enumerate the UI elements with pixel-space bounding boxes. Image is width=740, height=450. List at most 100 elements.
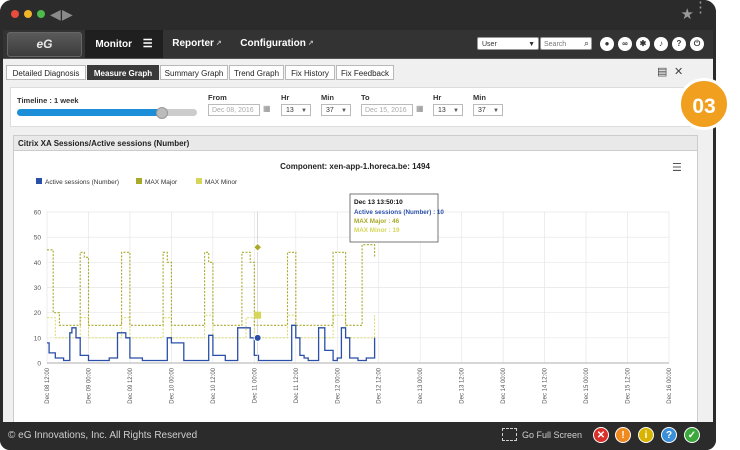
timeline-slider[interactable] <box>17 107 197 119</box>
settings-icon[interactable]: ✱ <box>636 37 650 51</box>
y-tick-label: 20 <box>34 310 42 317</box>
legend-label[interactable]: Active sessions (Number) <box>45 179 119 186</box>
to-min-value: 37 <box>478 107 486 114</box>
info-icon[interactable]: i <box>638 427 654 443</box>
chevron-down-icon: ▼ <box>341 108 347 114</box>
app-window: ◀ ▶ ★ ⋮ eG Monitor ☰ Reporter ↗ Configura… <box>0 0 716 450</box>
menu-icon: ☰ <box>142 38 153 50</box>
app-header: eG Monitor ☰ Reporter ↗ Configuration ↗ Us… <box>3 30 713 59</box>
from-min-value: 37 <box>326 107 334 114</box>
chart-svg[interactable]: Component: xen-app-1.horeca.be: 1494 ☰ Act… <box>14 152 697 422</box>
tooltip-line: MAX Major : 46 <box>354 218 400 225</box>
series-line <box>47 324 376 362</box>
tab-fix-history[interactable]: Fix History <box>285 65 335 80</box>
search-input[interactable]: Search ⌕ <box>540 37 592 50</box>
back-arrow-icon[interactable]: ◀ <box>50 6 61 22</box>
tab-reporter-label: Reporter <box>172 38 214 49</box>
user-select[interactable]: User ▼ <box>477 37 539 50</box>
calendar-icon[interactable]: ▦ <box>416 104 424 113</box>
from-hr-select[interactable]: 13 ▼ <box>281 104 311 116</box>
help-icon[interactable]: ? <box>672 37 686 51</box>
legend-label[interactable]: MAX Major <box>145 179 178 186</box>
from-date-input[interactable]: Dec 08, 2016 <box>208 104 260 116</box>
power-icon[interactable]: ⏻ <box>690 37 704 51</box>
calendar-icon[interactable]: ▦ <box>263 104 271 113</box>
x-tick-label: Dec 12 12:00 <box>377 367 383 403</box>
full-screen-icon[interactable] <box>502 428 517 441</box>
more-icon[interactable]: ⋮ <box>693 0 708 16</box>
timeline-label: Timeline : 1 week <box>17 96 79 105</box>
maximize-window-button[interactable] <box>37 10 45 18</box>
to-min-label: Min <box>473 93 486 102</box>
to-hr-select[interactable]: 13 ▼ <box>433 104 463 116</box>
tab-configuration-label: Configuration <box>240 38 306 49</box>
from-min-select[interactable]: 37 ▼ <box>321 104 351 116</box>
forward-arrow-icon[interactable]: ▶ <box>62 6 73 22</box>
y-tick-label: 60 <box>34 210 42 217</box>
critical-icon[interactable]: ✕ <box>593 427 609 443</box>
y-tick-label: 30 <box>34 285 42 292</box>
tab-summary-graph[interactable]: Summary Graph <box>160 65 228 80</box>
minimize-window-button[interactable] <box>24 10 32 18</box>
to-hr-label: Hr <box>433 93 442 102</box>
tooltip-marker-major <box>252 242 263 252</box>
normal-icon[interactable]: ✓ <box>684 427 700 443</box>
timeline-slider-handle[interactable] <box>156 107 168 119</box>
to-min-select[interactable]: 37 ▼ <box>473 104 503 116</box>
user-icon[interactable]: ● <box>600 37 614 51</box>
from-hr-value: 13 <box>286 107 294 114</box>
link-icon[interactable]: ∞ <box>618 37 632 51</box>
y-tick-label: 40 <box>34 260 42 267</box>
timeline-panel: Timeline : 1 week From Dec 08, 2016 ▦ Hr… <box>10 87 692 127</box>
tooltip-marker-active <box>253 333 262 342</box>
x-tick-label: Dec 15 12:00 <box>626 367 632 403</box>
x-tick-label: Dec 09 12:00 <box>128 367 134 403</box>
document-icon[interactable]: ▤ <box>657 66 668 78</box>
help-icon[interactable]: ? <box>661 427 677 443</box>
tab-reporter[interactable]: Reporter ↗ <box>167 30 227 58</box>
series-line <box>47 314 376 339</box>
x-tick-label: Dec 10 12:00 <box>211 367 217 403</box>
tab-measure-graph[interactable]: Measure Graph <box>87 65 159 80</box>
tab-configuration[interactable]: Configuration ↗ <box>233 30 321 58</box>
eg-logo[interactable]: eG <box>7 32 82 57</box>
major-icon[interactable]: ! <box>615 427 631 443</box>
y-tick-label: 0 <box>37 361 41 368</box>
bell-icon[interactable]: ♪ <box>654 37 668 51</box>
tab-monitor[interactable]: Monitor ☰ <box>85 30 163 58</box>
to-hr-value: 13 <box>438 107 446 114</box>
footer-bar: © eG Innovations, Inc. All Rights Reserv… <box>0 422 716 450</box>
tab-fix-feedback[interactable]: Fix Feedback <box>336 65 394 80</box>
legend-label[interactable]: MAX Minor <box>205 179 238 186</box>
to-date-input[interactable]: Dec 15, 2016 <box>361 104 413 116</box>
legend-swatch <box>36 178 42 184</box>
main-content: Detailed Diagnosis Measure Graph Summary… <box>3 59 713 424</box>
x-tick-label: Dec 13 12:00 <box>460 367 466 403</box>
chevron-down-icon: ▼ <box>301 108 307 114</box>
external-link-icon: ↗ <box>215 40 222 47</box>
x-tick-label: Dec 11 12:00 <box>294 367 300 403</box>
star-icon[interactable]: ★ <box>680 6 694 23</box>
chart-tooltip <box>349 193 439 243</box>
x-tick-label: Dec 10 00:00 <box>169 367 175 403</box>
tooltip-line: MAX Minor : 19 <box>354 227 400 234</box>
from-hr-label: Hr <box>281 93 290 102</box>
window-titlebar: ◀ ▶ ★ ⋮ <box>0 0 716 30</box>
legend-swatch <box>136 178 142 184</box>
close-window-button[interactable] <box>11 10 19 18</box>
x-tick-label: Dec 14 00:00 <box>501 367 507 403</box>
tooltip-marker-minor <box>254 311 262 319</box>
tab-detailed-diagnosis[interactable]: Detailed Diagnosis <box>6 65 86 80</box>
tab-trend-graph[interactable]: Trend Graph <box>229 65 284 80</box>
chevron-down-icon: ▼ <box>453 108 459 114</box>
step-badge: 03 <box>678 78 730 130</box>
panel-title: Citrix XA Sessions/Active sessions (Numb… <box>14 136 697 151</box>
search-icon[interactable]: ⌕ <box>583 38 589 48</box>
chart-menu-icon[interactable]: ☰ <box>672 161 682 174</box>
x-tick-label: Dec 09 00:00 <box>86 367 92 403</box>
y-tick-label: 10 <box>34 335 42 342</box>
external-link-icon: ↗ <box>307 40 314 47</box>
tools-icon[interactable]: ✕ <box>674 66 684 78</box>
from-label: From <box>208 93 227 102</box>
go-full-screen-link[interactable]: Go Full Screen <box>522 430 583 440</box>
